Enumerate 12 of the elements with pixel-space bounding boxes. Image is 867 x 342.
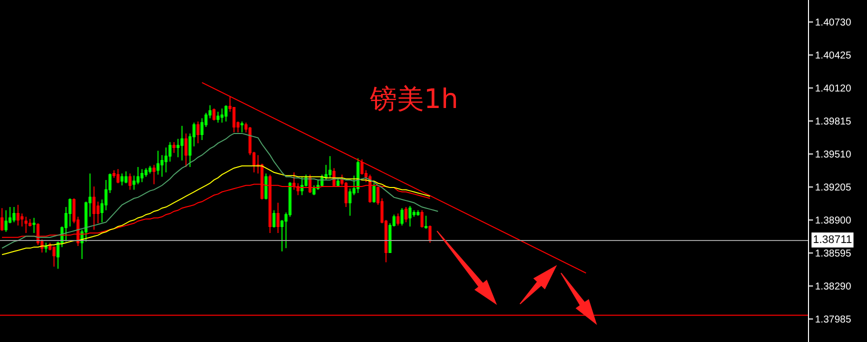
y-tick-label: 1.37985	[815, 314, 852, 326]
ref-line-label: 1.38711	[813, 234, 852, 246]
y-tick-label: 1.40730	[815, 17, 852, 28]
y-tick-label: 1.39510	[815, 150, 852, 161]
y-tick-label: 1.38290	[815, 282, 852, 293]
y-tick-label: 1.38595	[815, 248, 852, 260]
y-tick-label: 1.40425	[815, 50, 852, 62]
y-tick-label: 1.39815	[815, 116, 852, 128]
y-tick-label: 1.39205	[815, 182, 852, 194]
y-tick-label: 1.38900	[815, 216, 852, 227]
annotation: 镑美1h	[369, 84, 458, 115]
y-tick-label: 1.40120	[815, 83, 852, 94]
